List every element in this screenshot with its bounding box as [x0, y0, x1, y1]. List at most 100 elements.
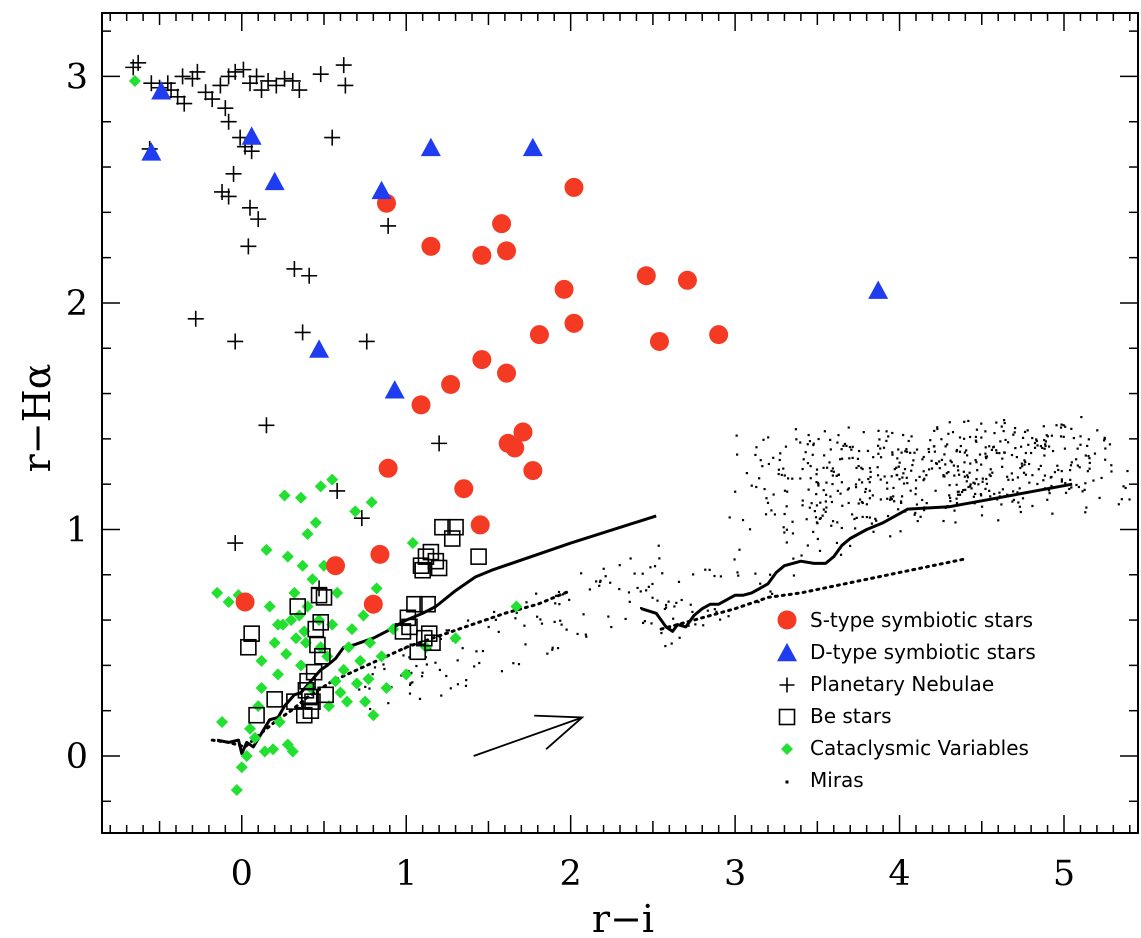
mira-point — [933, 450, 937, 453]
mira-point — [1022, 471, 1026, 474]
d-type-point — [241, 126, 262, 145]
mira-point — [818, 517, 821, 520]
cv-point — [260, 543, 273, 556]
mira-point — [958, 450, 962, 453]
mira-point — [554, 594, 558, 597]
mira-point — [767, 436, 770, 439]
mira-point — [1081, 490, 1084, 493]
mira-point — [964, 488, 967, 491]
be-star-point — [419, 595, 436, 613]
mira-point — [995, 449, 998, 452]
cv-point — [313, 614, 326, 627]
mira-point — [922, 479, 925, 482]
mira-point — [536, 615, 539, 618]
mira-point — [1064, 491, 1068, 494]
mira-point — [813, 509, 816, 513]
mira-point — [801, 467, 804, 471]
mira-point — [627, 591, 631, 594]
mira-point — [1035, 438, 1038, 441]
mira-point — [988, 445, 991, 448]
mira-point — [886, 487, 889, 490]
mira-point — [927, 468, 931, 471]
mira-point — [899, 530, 902, 533]
cv-point — [354, 654, 367, 667]
d-type-point — [264, 171, 285, 191]
mira-point — [1011, 500, 1014, 503]
mira-point — [815, 468, 819, 471]
mira-point — [1098, 496, 1101, 500]
legend-label-cataclysmic-variables: Cataclysmic Variables — [810, 736, 1029, 760]
mira-point — [980, 422, 983, 425]
mira-point — [713, 574, 716, 578]
mira-point — [640, 607, 643, 610]
mira-point — [1076, 464, 1079, 467]
mira-point — [973, 482, 976, 485]
mira-point — [438, 668, 441, 672]
x-tick-label: 4 — [888, 854, 910, 894]
mira-point — [759, 582, 762, 585]
mira-point — [981, 477, 984, 480]
mira-point — [588, 588, 592, 591]
planetary-nebula-point — [335, 57, 352, 74]
mira-point — [922, 470, 925, 473]
mira-point — [993, 431, 996, 435]
cv-point — [267, 743, 280, 756]
mira-point — [1100, 476, 1103, 480]
mira-point — [965, 480, 968, 483]
s-type-point — [472, 245, 492, 265]
mira-point — [1039, 464, 1042, 467]
mira-point — [967, 485, 970, 489]
mira-point — [943, 453, 946, 456]
cv-point — [290, 632, 303, 645]
mira-point — [836, 489, 839, 492]
planetary-nebula-point — [174, 68, 191, 85]
mira-point — [822, 489, 825, 492]
mira-point — [962, 437, 966, 440]
d-type-point — [384, 380, 405, 399]
d-type-point — [151, 81, 172, 100]
cv-point — [375, 650, 388, 663]
mira-point — [929, 439, 932, 442]
mira-point — [364, 685, 367, 688]
mira-point — [607, 615, 610, 618]
s-type-point — [649, 331, 669, 351]
be-star-point — [240, 638, 257, 656]
mira-point — [806, 544, 809, 547]
be-star-point — [317, 686, 334, 704]
planetary-nebula-point — [225, 165, 242, 182]
mira-point — [560, 623, 563, 626]
mira-point — [554, 602, 557, 605]
be-star-point — [420, 625, 438, 642]
mira-point — [812, 442, 815, 445]
be-star-point — [300, 688, 318, 706]
mira-point — [540, 622, 544, 625]
mira-point — [930, 459, 933, 462]
mira-point — [1075, 458, 1078, 461]
mira-point — [1018, 505, 1021, 508]
mira-point — [985, 482, 989, 485]
mira-point — [561, 593, 565, 596]
mira-point — [369, 707, 372, 711]
cv-point — [322, 700, 335, 713]
mira-point — [382, 663, 385, 666]
mira-point — [1088, 461, 1091, 465]
mira-point — [855, 516, 858, 520]
mira-point — [915, 503, 919, 506]
mira-point — [1014, 447, 1017, 450]
mira-point — [864, 490, 867, 494]
mira-point — [795, 438, 798, 441]
mira-point — [1084, 511, 1087, 514]
mira-point — [785, 528, 789, 531]
mira-point — [764, 513, 768, 516]
cv-point — [334, 686, 347, 699]
mira-point — [598, 580, 602, 584]
cv-point — [235, 761, 248, 774]
mira-point — [915, 448, 919, 451]
mira-point — [914, 493, 917, 496]
cv-point — [271, 668, 284, 681]
mira-point — [888, 498, 892, 501]
cv-point — [345, 623, 358, 636]
mira-point — [993, 492, 996, 496]
y-tick-label: 1 — [66, 510, 88, 550]
mira-point — [653, 565, 657, 568]
